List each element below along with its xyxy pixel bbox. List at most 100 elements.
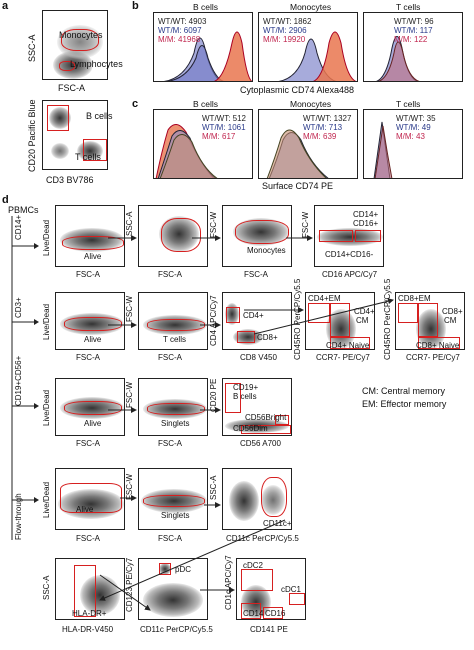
d-r5-p3-x: CD141 PE [250,625,288,634]
panel-b-title-2: Monocytes [290,2,332,12]
panel-c-letter: c [132,98,139,110]
d-r4-p3: CD11c+ [222,468,292,530]
d-r5-p2-y: CD123 PE/Cy7 [125,557,134,612]
d-r2-cd4em-gate [308,303,330,323]
panel-b-histogram-b-cells: WT/WT: 4903 WT/M: 6097 M/M: 41968 [153,12,253,82]
d-r2-p1: Alive [55,292,125,350]
b-cells-label: B cells [86,111,113,121]
c-b-stat-mm: M/M: 617 [202,132,236,141]
d-r4-p2-y: FSC-W [125,473,134,500]
c-b-stat-wtm: WT/M: 1061 [202,123,246,132]
d-r1-g1: CD14+ [353,210,379,219]
d-r3-p2: Singlets [138,378,208,436]
d-r2-cd8cm-label-b: CM [444,316,457,325]
d-r2-p4-x: CCR7- PE/Cy7 [316,353,370,362]
d-r3-cd56bright-label: CD56Bright [245,413,287,422]
d-r3-p1: Alive [55,378,125,436]
d-r2-cd4naive-gate [330,337,370,349]
panel-a-scatter-fsc-ssc: Monocytes [42,10,108,80]
d-r2-p3-y: CD4 APC/Cy7 [209,295,218,346]
d-r2-p3: CD4+ CD8+ [222,292,292,350]
d-r2-tcells-label: T cells [163,335,186,344]
d-r1-monocytes-gate [235,220,289,244]
d-r1-alive-gate [62,236,124,250]
c-mono-stat-wtm: WT/M: 713 [303,123,343,132]
d-r3-cd56dim-gate [241,425,291,434]
d-r5-p3-y: CD1c APC/Cy7 [224,555,233,610]
d-r3-p2-x: FSC-A [158,439,182,448]
pbmcs-label: PBMCs [8,205,39,215]
d-r2-alive-gate [64,317,122,331]
d-r2-cd8-gate [237,331,255,343]
panel-c-title-2: Monocytes [290,99,332,109]
d-r5-hladr-label: HLA-DR+ [72,609,107,618]
d-r3-singlets-label: Singlets [161,419,190,428]
d-r4-singlets-gate [143,495,205,507]
d-r3-alive-gate [64,401,122,415]
legend-em: EM: Effector memory [362,399,447,409]
c-mono-stat-wt: WT/WT: 1327 [303,114,352,123]
panel-a-scatter-cd3-cd20: T cells [42,100,108,170]
lymphocytes-label: Lymphocytes [70,59,123,69]
d-r5-p2-x: CD11c PerCP/Cy5.5 [140,625,213,634]
d-r4-p3-y: SSC-A [209,475,218,500]
d-r2-p5: CD8+EM CD8+ CM CD8+ Naive [395,292,465,350]
d-r1-p4-x: CD16 APC/Cy7 [322,270,378,279]
legend-cm: CM: Central memory [362,386,446,396]
d-r2-cd8cm-gate [418,303,438,337]
panel-c-xlabel: Surface CD74 PE [262,181,334,191]
d-r2-p3-x: CD8 V450 [240,353,277,362]
d-r3-p3: CD19+ B cells CD56Bright CD56Dim [222,378,292,436]
d-r2-p5-y: CD45RO PerCP/Cy5.5 [383,278,392,360]
d-r5-cdc1-label: cDC1 [281,585,302,594]
t-stat-mm: M/M: 122 [394,35,428,44]
d-r1-p2-y: SSC-A [125,211,134,236]
b-stat-wt: WT/WT: 4903 [158,17,207,26]
panel-c-histogram-b-cells: WT/WT: 512 WT/M: 1061 M/M: 617 [153,109,253,179]
d-r2-p2-y: FSC-W [125,295,134,322]
panel-c-title-3: T cells [396,99,421,109]
panel-a-bottom-xlabel: CD3 BV786 [46,175,94,185]
d-r2-cd8naive-label: CD8+ Naive [416,341,460,350]
b-stat-mm: M/M: 41968 [158,35,201,44]
branch-cd14: CD14+ [14,214,23,240]
branch-cd19-cd56: CD19+CD56+ [14,355,23,406]
panel-a-letter: a [2,0,9,12]
d-r2-cd8em-label: CD8+EM [398,294,431,303]
d-r2-cd8cm-label: CD8+ [442,307,463,316]
d-r2-cd4-label: CD4+ [243,311,264,320]
d-r2-p5-x: CCR7- PE/Cy7 [406,353,460,362]
d-r2-cd4cm-gate [330,303,350,337]
d-r3-cd56bright-gate [275,415,289,425]
panel-b-xlabel: Cytoplasmic CD74 Alexa488 [240,85,355,95]
c-t-stat-wtm: WT/M: 49 [396,123,431,132]
d-r4-p3-x: CD11c PerCP/Cy5.5 [226,534,299,543]
d-r3-p3-x: CD56 A700 [240,439,281,448]
monocytes-label: Monocytes [59,30,103,40]
d-r1-p3-y: FSC-W [209,211,218,238]
d-r2-p4-y: CD45RO PerCP/Cy5.5 [293,278,302,360]
d-r5-cdc1-gate [289,593,305,605]
d-r1-g1b: CD16+ [353,219,379,228]
d-r5-hladr-gate [74,565,96,617]
d-r5-p1-y: SSC-A [42,575,51,600]
d-r2-p1-y: Live/Dead [42,303,51,340]
d-r1-p3-x: FSC-A [244,270,268,279]
t-cells-label: T cells [75,152,101,162]
d-r2-cd4cm-label: CD4+ [354,307,375,316]
d-r2-cd8naive-gate [418,337,460,349]
d-r1-p2-gate [161,218,201,252]
t-stat-wtm: WT/M: 117 [394,26,433,35]
d-r5-cdc2-label: cDC2 [243,561,264,570]
d-r5-p2: pDC [138,558,208,620]
d-r1-cd14-gate-2 [355,230,381,242]
c-b-stat-wt: WT/WT: 512 [202,114,247,123]
d-r5-p1: HLA-DR+ [55,558,125,620]
monocytes-gate [61,29,99,51]
d-r4-alive-label: Alive [76,505,94,514]
t-cells-gate [83,139,107,161]
panel-b-histogram-monocytes: WT/WT: 1862 WT/M: 2906 M/M: 19920 [258,12,358,82]
d-r1-p4-y: FSC-W [301,211,310,238]
d-r4-cd11c-label: CD11c+ [263,519,292,528]
d-r2-cd4-gate [226,307,240,323]
